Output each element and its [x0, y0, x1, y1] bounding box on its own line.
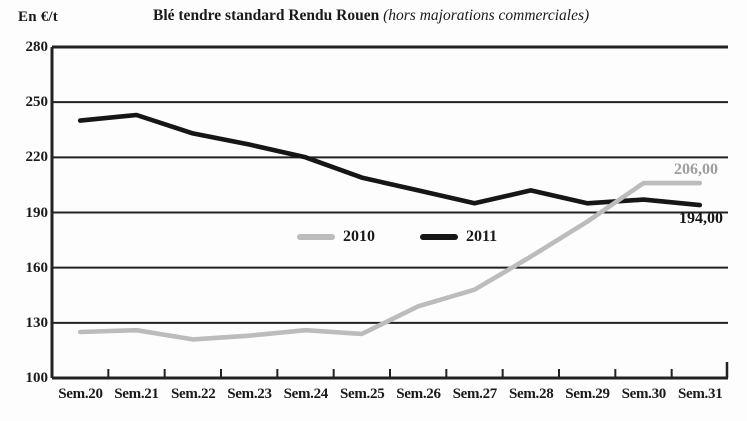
- legend-swatch-2010: [297, 234, 335, 240]
- data-label-2011-last-value: 194,00: [679, 210, 723, 227]
- x-tick-label: Sem.31: [677, 386, 723, 402]
- legend-entry-2011: 2011: [420, 228, 497, 246]
- x-tick-label: Sem.29: [565, 386, 610, 402]
- legend: 2010 2011: [297, 228, 497, 246]
- x-tick-label: Sem.21: [114, 386, 159, 402]
- legend-label-2011: 2011: [466, 228, 498, 245]
- x-tick-label: Sem.30: [621, 386, 667, 402]
- x-tick-label: Sem.20: [58, 386, 103, 402]
- y-tick-label: 100: [25, 370, 49, 386]
- y-tick-label: 220: [25, 149, 49, 165]
- data-label-2010-last-value: 206,00: [674, 161, 718, 178]
- y-tick-label: 250: [25, 94, 49, 110]
- legend-label-2010: 2010: [343, 228, 375, 245]
- x-tick-label: Sem.28: [508, 386, 554, 402]
- x-tick-label: Sem.22: [170, 386, 216, 402]
- x-tick-label: Sem.27: [452, 386, 498, 402]
- y-axis-unit-label: En €/t: [18, 9, 58, 25]
- legend-entry-2010: 2010: [297, 228, 375, 246]
- chart-title-main: Blé tendre standard Rendu Rouen: [153, 7, 380, 24]
- y-tick-label: 190: [25, 205, 49, 221]
- legend-swatch-2011: [420, 234, 458, 240]
- x-tick-label: Sem.26: [396, 386, 441, 402]
- y-tick-label: 130: [25, 315, 49, 331]
- x-tick-label: Sem.24: [283, 386, 329, 402]
- x-tick-label: Sem.23: [227, 386, 272, 402]
- x-tick-label: Sem.25: [339, 386, 385, 402]
- series-line-2011: [77, 112, 703, 208]
- series-line-2010: [77, 180, 703, 342]
- y-tick-label: 160: [25, 260, 49, 276]
- y-tick-label: 280: [25, 39, 49, 55]
- chart-title-subtitle: (hors majorations commerciales): [379, 7, 590, 24]
- chart-title: Blé tendre standard Rendu Rouen (hors ma…: [153, 7, 713, 25]
